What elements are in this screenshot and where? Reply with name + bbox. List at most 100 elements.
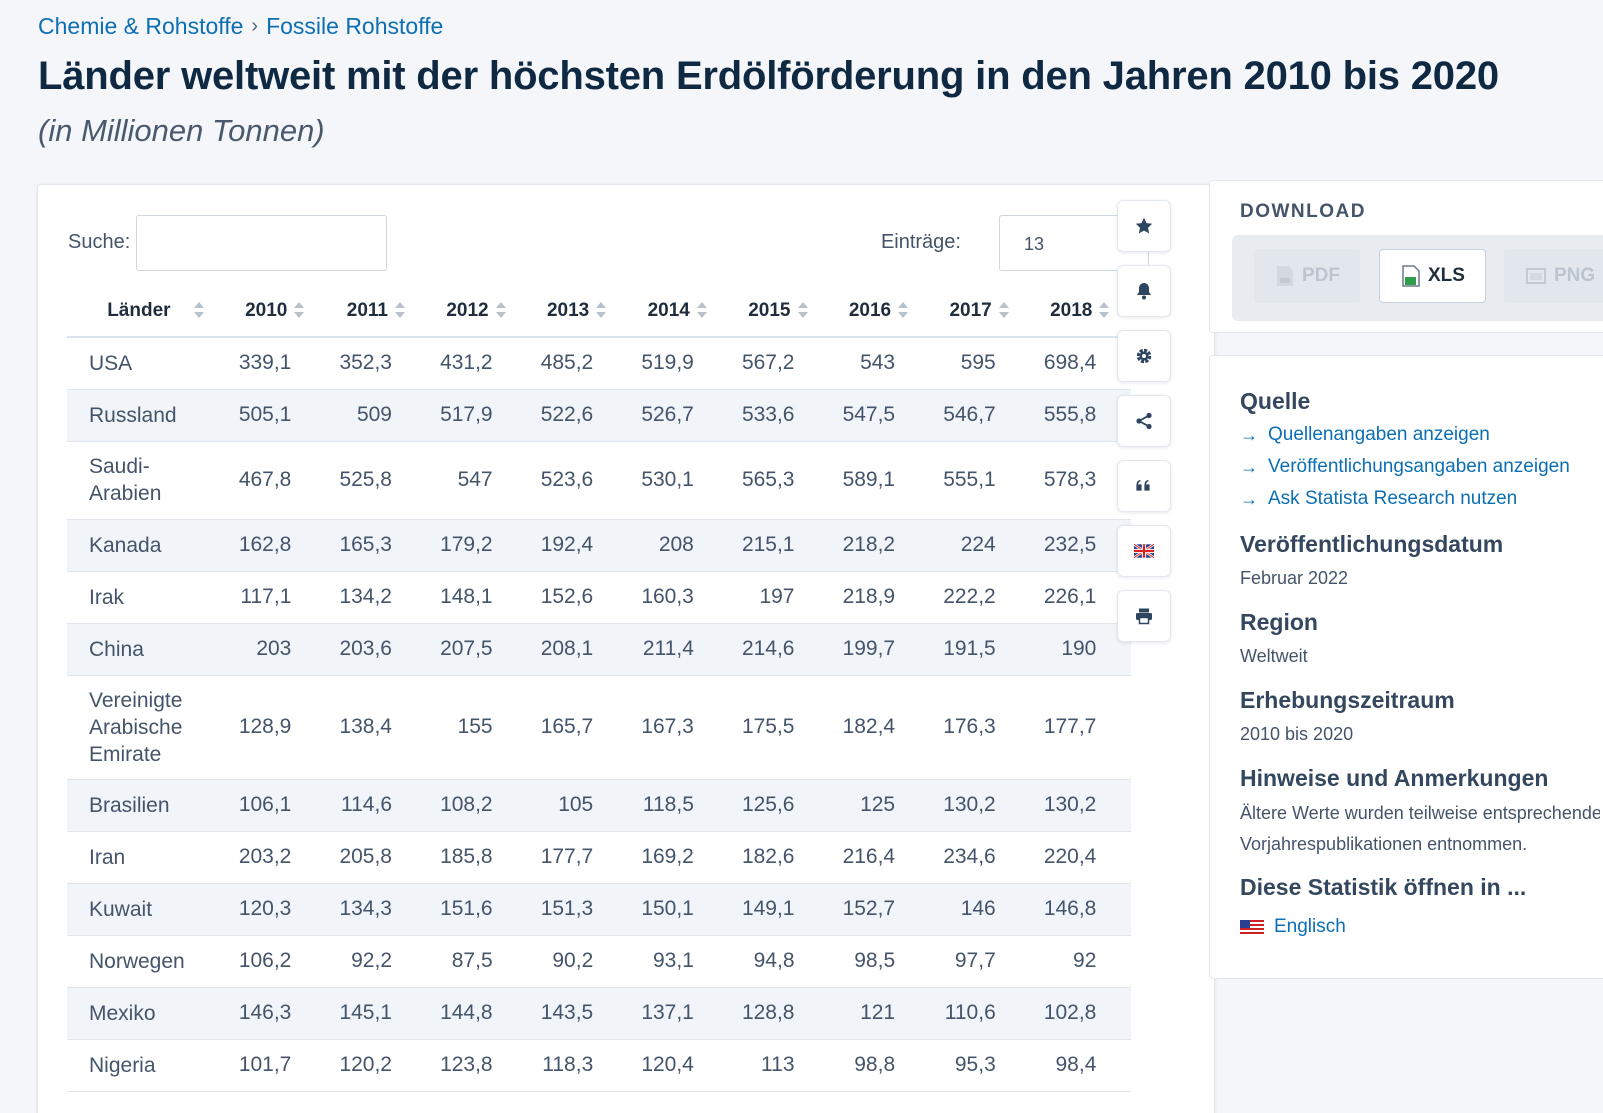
open-english-label: Englisch bbox=[1274, 916, 1346, 937]
pdf-file-icon bbox=[1277, 266, 1293, 286]
open-in-heading: Diese Statistik öffnen in ... bbox=[1240, 874, 1527, 900]
breadcrumb-link-chemie[interactable]: Chemie & Rohstoffe bbox=[38, 12, 244, 39]
value-cell: 222,2 bbox=[915, 571, 1016, 624]
value-cell: 1 bbox=[1116, 1039, 1131, 1092]
sort-icon[interactable] bbox=[193, 302, 204, 320]
value-cell: 232,5 bbox=[1015, 519, 1117, 572]
column-header-label: 2012 bbox=[446, 299, 489, 321]
table-row: Irak 117,1 134,2 148,1 152,6 160,3 197 218,9 222… bbox=[67, 571, 1131, 624]
value-cell: 94,8 bbox=[713, 935, 815, 988]
page-title: Länder weltweit mit der höchsten Erdölfö… bbox=[38, 54, 1499, 98]
column-header-year[interactable]: 2012 bbox=[412, 285, 513, 338]
sort-icon[interactable] bbox=[898, 302, 909, 320]
sort-icon[interactable] bbox=[495, 302, 506, 320]
table-row: Iran 203,2 205,8 185,8 177,7 169,2 182,6 216,4 2… bbox=[67, 831, 1131, 884]
table-row: Saudi-Arabien 467,8 525,8 547 523,6 530,1 565,… bbox=[67, 441, 1131, 520]
breadcrumb-separator: › bbox=[251, 14, 259, 37]
table-row: USA 339,1 352,3 431,2 485,2 519,9 567,2 543 595 6… bbox=[67, 337, 1131, 390]
value-cell: 589,1 bbox=[814, 441, 916, 520]
column-header-country[interactable]: Länder bbox=[67, 285, 211, 338]
column-header-year[interactable]: 2013 bbox=[512, 285, 614, 338]
value-cell: 165,3 bbox=[311, 519, 412, 572]
country-cell: Vereinigte Arabische Emirate bbox=[67, 675, 211, 780]
settings-button[interactable] bbox=[1117, 330, 1171, 382]
table-row: Mexiko 146,3 145,1 144,8 143,5 137,1 128,8 121 1… bbox=[67, 987, 1131, 1040]
language-button[interactable] bbox=[1117, 525, 1171, 577]
value-cell: 208,1 bbox=[512, 623, 614, 676]
value-cell: 110,6 bbox=[915, 987, 1016, 1040]
country-cell: Russland bbox=[67, 389, 211, 442]
value-cell: 144,8 bbox=[412, 987, 513, 1040]
image-file-icon bbox=[1526, 268, 1546, 284]
arrow-right-icon: → bbox=[1240, 488, 1258, 509]
value-cell: 128,9 bbox=[210, 675, 312, 780]
open-english-link[interactable]: Englisch bbox=[1240, 911, 1600, 943]
sort-icon[interactable] bbox=[797, 302, 808, 320]
value-cell: 505,1 bbox=[210, 389, 312, 442]
region-value: Weltweit bbox=[1240, 646, 1308, 666]
value-cell: 205,8 bbox=[311, 831, 412, 884]
value-cell: 114,6 bbox=[311, 779, 412, 832]
column-header-year[interactable]: 2015 bbox=[713, 285, 815, 338]
value-cell: 578,3 bbox=[1015, 441, 1117, 520]
sort-icon[interactable] bbox=[596, 302, 607, 320]
page-subtitle: (in Millionen Tonnen) bbox=[38, 113, 325, 148]
value-cell: 199,7 bbox=[814, 623, 916, 676]
table-body: USA 339,1 352,3 431,2 485,2 519,9 567,2 543 595 6… bbox=[67, 337, 1131, 1092]
value-cell: 125,6 bbox=[713, 779, 815, 832]
value-cell: 555,1 bbox=[915, 441, 1016, 520]
quote-icon bbox=[1136, 479, 1150, 491]
column-header-label: 2010 bbox=[245, 299, 288, 321]
sort-icon[interactable] bbox=[998, 302, 1009, 320]
download-png-button[interactable]: PNG bbox=[1504, 249, 1603, 303]
value-cell: 155 bbox=[412, 675, 513, 780]
research-link[interactable]: → Ask Statista Research nutzen bbox=[1240, 483, 1600, 515]
share-button[interactable] bbox=[1117, 395, 1171, 447]
column-header-label: 2013 bbox=[546, 299, 590, 321]
sort-icon[interactable] bbox=[696, 302, 707, 320]
value-cell: 197 bbox=[713, 571, 815, 624]
cite-button[interactable] bbox=[1117, 460, 1171, 512]
column-header-year[interactable]: 2011 bbox=[311, 285, 412, 338]
publication-link-label: Veröffentlichungsangaben anzeigen bbox=[1268, 456, 1570, 477]
value-cell: 203,2 bbox=[210, 831, 312, 884]
value-cell: 145,1 bbox=[311, 987, 412, 1040]
value-cell: 523,6 bbox=[512, 441, 614, 520]
breadcrumb-link-fossile[interactable]: Fossile Rohstoffe bbox=[266, 12, 444, 39]
value-cell: 339,1 bbox=[210, 337, 312, 390]
statistic-info-content: Quelle → Quellenangaben anzeigen → Veröffe… bbox=[1240, 356, 1600, 948]
sort-icon[interactable] bbox=[1099, 302, 1110, 320]
value-cell: 128,8 bbox=[713, 987, 815, 1040]
favorite-button[interactable] bbox=[1117, 200, 1171, 252]
value-cell: 113 bbox=[713, 1039, 815, 1092]
value-cell: 137,1 bbox=[613, 987, 714, 1040]
download-pdf-button[interactable]: PDF bbox=[1254, 249, 1360, 303]
value-cell: 543 bbox=[814, 337, 916, 390]
column-header-year[interactable]: 2018 bbox=[1015, 285, 1117, 338]
source-link[interactable]: → Quellenangaben anzeigen bbox=[1240, 419, 1600, 451]
pub-date-value: Februar 2022 bbox=[1240, 568, 1349, 588]
value-cell: 90,2 bbox=[512, 935, 614, 988]
notification-button[interactable] bbox=[1117, 265, 1171, 317]
column-header-year[interactable]: 2017 bbox=[915, 285, 1016, 338]
region-heading: Region bbox=[1240, 609, 1318, 635]
notes-line-2: Vorjahrespublikationen entnommen. bbox=[1240, 834, 1528, 854]
value-cell: 234,6 bbox=[915, 831, 1016, 884]
download-xls-button[interactable]: XLS bbox=[1379, 249, 1486, 303]
column-header-year[interactable]: 2014 bbox=[613, 285, 714, 338]
value-cell: 93,1 bbox=[613, 935, 714, 988]
value-cell: 102,8 bbox=[1015, 987, 1117, 1040]
column-header-year[interactable]: 2010 bbox=[210, 285, 312, 338]
publication-link[interactable]: → Veröffentlichungsangaben anzeigen bbox=[1240, 451, 1600, 483]
data-table-scroll[interactable]: Länder 2010 2011 2012 2013 2014 2015 2016 2017 20… bbox=[67, 285, 1131, 1113]
sort-icon[interactable] bbox=[294, 302, 305, 320]
value-cell: 517,9 bbox=[412, 389, 513, 442]
column-header-year[interactable]: 2016 bbox=[814, 285, 916, 338]
value-cell: 192,4 bbox=[512, 519, 614, 572]
search-input[interactable] bbox=[136, 215, 387, 271]
value-cell: 120,4 bbox=[613, 1039, 714, 1092]
print-button[interactable] bbox=[1117, 590, 1171, 642]
source-link-label: Quellenangaben anzeigen bbox=[1268, 424, 1490, 445]
value-cell: 108,2 bbox=[412, 779, 513, 832]
sort-icon[interactable] bbox=[395, 302, 405, 320]
